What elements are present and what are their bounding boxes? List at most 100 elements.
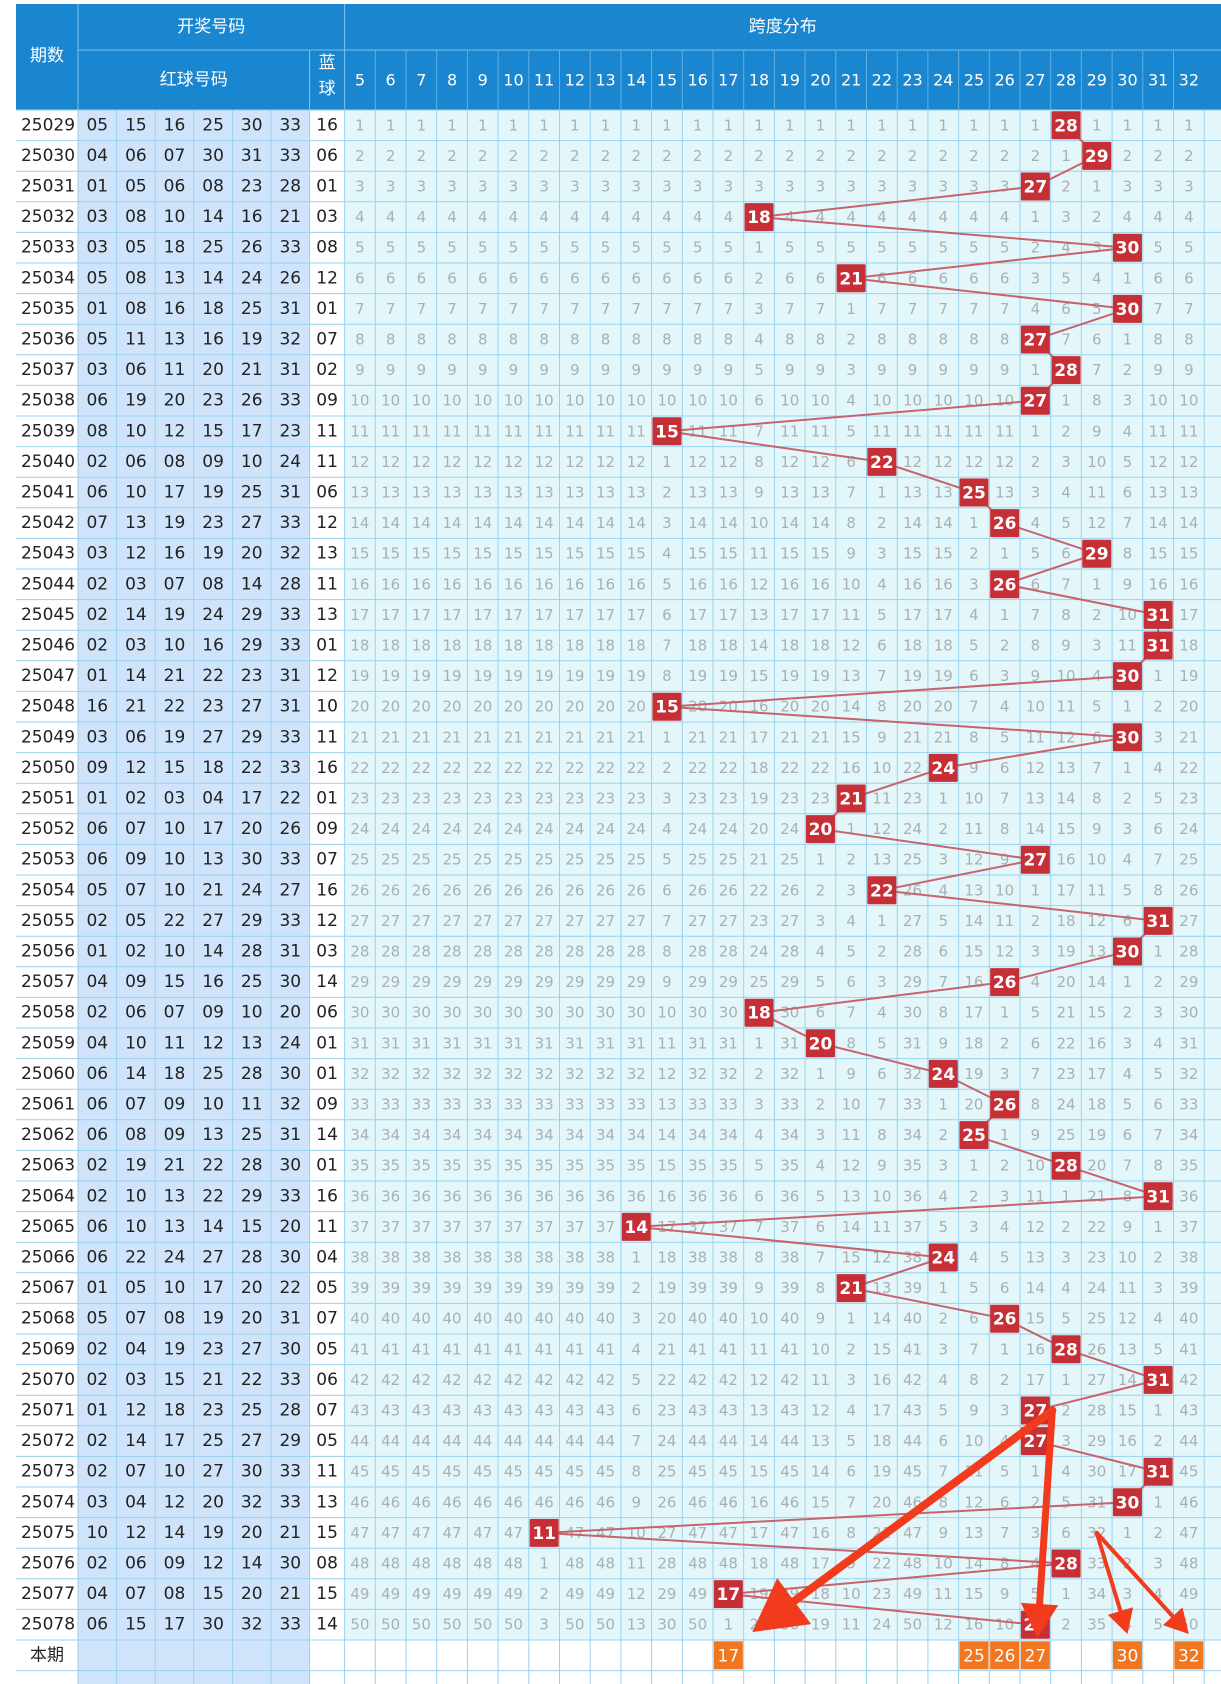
blue-ball-cell: 06 <box>316 146 338 166</box>
missing-count: 25 <box>688 851 707 869</box>
missing-count: 3 <box>938 851 948 869</box>
missing-count: 8 <box>1000 820 1010 838</box>
missing-count: 3 <box>1031 1524 1041 1542</box>
red-ball-cell: 33 <box>279 758 301 778</box>
period-cell: 25068 <box>21 1309 75 1329</box>
missing-count: 19 <box>688 667 707 685</box>
missing-count: 33 <box>381 1096 400 1114</box>
missing-count: 30 <box>780 1004 799 1022</box>
missing-count: 11 <box>811 422 830 440</box>
red-ball-cell: 24 <box>279 452 301 472</box>
red-ball-cell: 20 <box>241 544 263 564</box>
red-ball-cell: 27 <box>241 697 263 717</box>
missing-count: 42 <box>504 1371 523 1389</box>
missing-count: 4 <box>846 1402 856 1420</box>
missing-count: 8 <box>631 331 641 349</box>
blue-ball-cell: 01 <box>316 1156 338 1176</box>
blue-ball-cell: 15 <box>316 1523 338 1543</box>
missing-count: 30 <box>1087 1463 1106 1481</box>
red-ball-cell: 16 <box>164 299 186 319</box>
missing-count: 10 <box>1179 392 1198 410</box>
missing-count: 34 <box>565 1126 584 1144</box>
missing-count: 40 <box>780 1310 799 1328</box>
missing-count: 1 <box>570 116 580 134</box>
missing-count: 12 <box>964 1493 983 1511</box>
span-hit-value: 31 <box>1146 637 1170 657</box>
red-ball-cell: 16 <box>241 207 263 227</box>
missing-count: 15 <box>657 1157 676 1175</box>
missing-count: 9 <box>877 1157 887 1175</box>
missing-count: 25 <box>627 851 646 869</box>
missing-count: 5 <box>693 239 703 257</box>
red-ball-cell: 03 <box>125 1370 147 1390</box>
missing-count: 24 <box>872 1616 891 1634</box>
red-ball-cell: 32 <box>241 1615 263 1635</box>
missing-count: 7 <box>662 637 672 655</box>
missing-count: 1 <box>1000 1126 1010 1144</box>
span-hit-marker <box>1112 662 1142 691</box>
missing-count: 4 <box>877 208 887 226</box>
missing-count: 1 <box>816 851 826 869</box>
missing-count: 28 <box>1087 1402 1106 1420</box>
missing-count: 4 <box>816 1157 826 1175</box>
missing-count: 19 <box>719 667 738 685</box>
blue-ball-cell: 01 <box>316 789 338 809</box>
missing-count: 25 <box>381 851 400 869</box>
missing-count: 47 <box>596 1524 615 1542</box>
missing-count: 16 <box>504 575 523 593</box>
missing-count: 15 <box>1057 820 1076 838</box>
missing-count: 48 <box>1179 1555 1198 1573</box>
red-ball-cell: 02 <box>86 1156 108 1176</box>
missing-count: 48 <box>903 1555 922 1573</box>
missing-count: 46 <box>504 1493 523 1511</box>
missing-count: 7 <box>846 1493 856 1511</box>
missing-count: 47 <box>473 1524 492 1542</box>
missing-count: 6 <box>1153 820 1163 838</box>
missing-count: 26 <box>1087 1340 1106 1358</box>
missing-count: 10 <box>473 392 492 410</box>
missing-count: 10 <box>872 1187 891 1205</box>
missing-count: 26 <box>596 881 615 899</box>
missing-count: 3 <box>539 178 549 196</box>
missing-count: 5 <box>509 239 519 257</box>
missing-count: 3 <box>908 178 918 196</box>
red-ball-cell: 10 <box>164 819 186 839</box>
missing-count: 45 <box>381 1463 400 1481</box>
missing-count: 41 <box>473 1340 492 1358</box>
missing-count: 5 <box>478 239 488 257</box>
missing-count: 4 <box>1061 484 1071 502</box>
red-ball-cell: 07 <box>164 574 186 594</box>
missing-count: 13 <box>627 1616 646 1634</box>
missing-count: 14 <box>688 514 707 532</box>
blue-ball-cell: 11 <box>316 727 338 747</box>
red-ball-cell: 06 <box>86 850 108 870</box>
missing-count: 13 <box>750 1402 769 1420</box>
table-row: 25035 01 08 16 18 25 31 01 7 7 7 7 7 7 7 7 7 7 7 7 7 3 7 7 1 7 7 7 7… <box>21 299 1194 319</box>
missing-count: 9 <box>417 361 427 379</box>
missing-count: 22 <box>1057 1034 1076 1052</box>
missing-count: 3 <box>754 178 764 196</box>
missing-count: 44 <box>443 1432 462 1450</box>
missing-count: 18 <box>811 637 830 655</box>
missing-count: 18 <box>443 637 462 655</box>
missing-count: 20 <box>934 698 953 716</box>
missing-count: 38 <box>473 1249 492 1267</box>
missing-count: 20 <box>688 698 707 716</box>
missing-count: 13 <box>1026 790 1045 808</box>
missing-count: 27 <box>504 912 523 930</box>
missing-count: 10 <box>596 392 615 410</box>
blue-ball-cell: 06 <box>316 1370 338 1390</box>
missing-count: 21 <box>412 728 431 746</box>
missing-count: 7 <box>1153 1126 1163 1144</box>
red-ball-cell: 31 <box>279 360 301 380</box>
missing-count: 11 <box>872 422 891 440</box>
missing-count: 4 <box>570 208 580 226</box>
missing-count: 48 <box>473 1555 492 1573</box>
missing-count: 15 <box>811 1493 830 1511</box>
missing-count: 43 <box>688 1402 707 1420</box>
red-ball-cell: 16 <box>164 115 186 135</box>
missing-count: 9 <box>1000 851 1010 869</box>
missing-count: 18 <box>934 637 953 655</box>
span-column-header: 8 <box>447 71 457 90</box>
